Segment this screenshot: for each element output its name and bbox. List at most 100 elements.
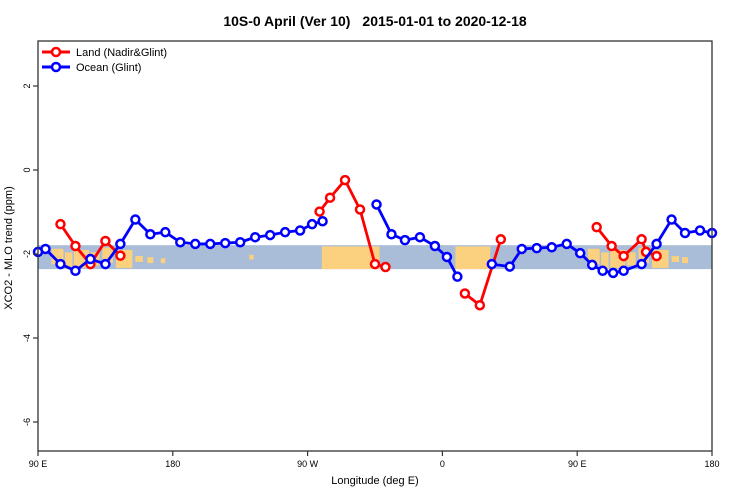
- data-point-marker: [40, 243, 51, 255]
- map-band-land-patch: [102, 247, 113, 264]
- data-point-marker: [679, 227, 691, 239]
- data-point-marker: [190, 238, 201, 250]
- data-point-marker: [70, 240, 81, 252]
- data-point-marker: [249, 231, 261, 243]
- data-point-marker: [130, 214, 141, 225]
- x-tick-label: 90 E: [29, 459, 48, 469]
- data-point-marker: [606, 240, 617, 252]
- chart-title-region: 10S-0 April (Ver 10): [223, 13, 350, 29]
- data-point-marker: [561, 238, 572, 250]
- data-point-marker: [55, 218, 66, 230]
- map-band-land-patch: [147, 257, 154, 264]
- data-point-marker: [85, 253, 96, 265]
- data-point-marker: [234, 236, 246, 248]
- data-point-marker: [452, 271, 463, 282]
- plot-axes: 90 E 180 90 W 0 90 E 180 2 0 -2 -4 -6: [22, 40, 720, 469]
- x-tick-label: 180: [704, 459, 719, 469]
- x-tick-label: 180: [165, 459, 180, 469]
- land-series: [55, 174, 662, 311]
- data-point-marker: [219, 237, 231, 249]
- y-tick-label: -6: [22, 418, 32, 426]
- y-axis-label: XCO2 - MLO trend (ppm): [3, 186, 15, 309]
- map-band-land-patch: [321, 246, 380, 270]
- x-tick-label: 90 W: [297, 459, 319, 469]
- legend-label-land: Land (Nadir&Glint): [76, 47, 167, 59]
- data-point-marker: [516, 243, 528, 255]
- map-band-land-patch: [249, 254, 254, 260]
- data-point-marker: [314, 206, 325, 217]
- chart-title: 10S-0 April (Ver 10) 2015-01-01 to 2020-1…: [223, 13, 527, 29]
- data-point-marker: [651, 250, 662, 262]
- data-point-marker: [264, 229, 276, 241]
- x-axis-label: Longitude (deg E): [331, 475, 418, 487]
- x-tick-label: 90 E: [568, 459, 587, 469]
- data-point-marker: [279, 226, 291, 238]
- data-point-marker: [386, 229, 397, 240]
- data-point-marker: [486, 258, 498, 270]
- plot-box: [37, 40, 713, 452]
- map-band-land-patch: [135, 255, 143, 262]
- map-band-land-patch: [626, 252, 636, 266]
- data-point-marker: [55, 258, 66, 270]
- y-tick-label: -4: [22, 334, 32, 342]
- data-point-marker: [414, 231, 426, 243]
- map-band-land-patch: [51, 248, 64, 265]
- data-point-marker: [495, 234, 507, 245]
- data-point-marker: [175, 236, 186, 248]
- data-point-marker: [546, 242, 557, 253]
- ocean-series: [32, 199, 718, 282]
- data-point-marker: [324, 192, 336, 203]
- data-point-marker: [145, 229, 156, 240]
- map-band-land-patch: [64, 252, 73, 270]
- data-point-marker: [574, 247, 586, 259]
- data-point-marker: [371, 199, 382, 210]
- data-point-marker: [591, 221, 602, 233]
- data-series: [32, 174, 718, 311]
- data-point-marker: [429, 240, 441, 252]
- y-tick-label: 0: [22, 167, 32, 172]
- map-band-land-patch: [455, 246, 491, 270]
- data-point-marker: [474, 299, 486, 311]
- data-point-marker: [618, 265, 629, 277]
- data-point-marker: [115, 238, 126, 250]
- data-point-marker: [586, 259, 598, 271]
- data-point-marker: [399, 234, 411, 246]
- data-point-marker: [597, 265, 608, 277]
- map-band-land-patch: [601, 252, 609, 270]
- data-point-marker: [294, 225, 306, 236]
- data-point-marker: [504, 261, 516, 272]
- data-point-marker: [204, 238, 216, 250]
- data-point-marker: [651, 238, 662, 250]
- data-point-marker: [380, 261, 391, 273]
- legend-keys: [42, 46, 70, 73]
- map-band-land-patch: [160, 258, 166, 264]
- data-point-marker: [354, 204, 366, 215]
- data-point-marker: [339, 174, 351, 186]
- data-point-marker: [694, 225, 706, 236]
- data-point-marker: [115, 250, 126, 261]
- legend-label-ocean: Ocean (Glint): [76, 62, 141, 74]
- data-point-marker: [459, 288, 471, 299]
- data-point-marker: [317, 215, 328, 227]
- chart-title-dates: 2015-01-01 to 2020-12-18: [362, 13, 526, 29]
- y-tick-label: 2: [22, 83, 32, 88]
- data-point-marker: [618, 250, 629, 262]
- data-point-marker: [306, 218, 318, 230]
- map-band-land-patch: [587, 248, 600, 265]
- data-point-marker: [607, 267, 619, 279]
- data-point-marker: [636, 258, 647, 270]
- data-point-marker: [100, 235, 111, 247]
- legend: Land (Nadir&Glint) Ocean (Glint): [42, 46, 167, 74]
- data-point-marker: [369, 258, 381, 270]
- legend-key-marker: [50, 61, 62, 73]
- data-point-marker: [70, 265, 81, 277]
- legend-key-marker: [50, 46, 62, 58]
- data-point-marker: [160, 226, 171, 238]
- data-point-marker: [666, 214, 677, 225]
- y-tick-label: -2: [22, 250, 32, 258]
- data-point-marker: [441, 251, 453, 263]
- x-tick-label: 0: [440, 459, 445, 469]
- map-band-land-patch: [671, 255, 680, 262]
